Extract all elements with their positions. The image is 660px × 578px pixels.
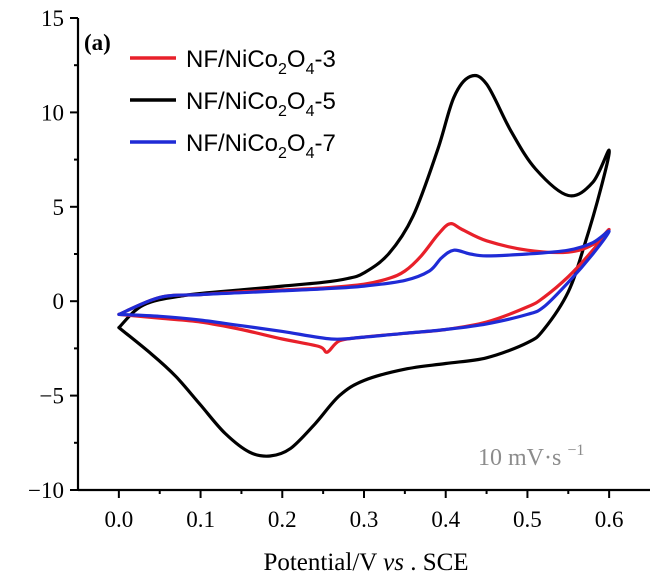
legend-label-part: 4 — [306, 103, 315, 120]
scan-rate-annotation: 10 mV·s −1 — [478, 442, 584, 471]
legend-label-part: O — [287, 88, 306, 115]
x-axis-title-part1: Potential/V — [263, 549, 383, 576]
x-tick-label: 0.3 — [350, 507, 379, 532]
x-tick-label: 0.5 — [513, 507, 542, 532]
scan-rate-exponent: −1 — [567, 442, 584, 459]
axes — [76, 18, 650, 492]
legend-label-part: O — [287, 130, 306, 157]
legend-label: NF/NiCo2O4-5 — [186, 88, 336, 120]
y-tick-label: −10 — [28, 478, 64, 503]
legend-label-part: NF/NiCo — [186, 46, 278, 73]
legend-label: NF/NiCo2O4-3 — [186, 46, 336, 78]
y-tick-label: −5 — [40, 384, 64, 409]
series-line-3 — [117, 222, 611, 354]
x-tick-label: 0.0 — [104, 507, 133, 532]
legend-label-part: O — [287, 46, 306, 73]
series-line-5 — [117, 73, 611, 458]
legend-label-part: 4 — [306, 145, 315, 162]
plot-area — [117, 73, 611, 458]
y-ticks: −10 −5 0 5 10 15 — [28, 6, 78, 503]
x-tick-label: 0.1 — [186, 507, 215, 532]
y-tick-label: 5 — [53, 195, 65, 220]
x-axis-title-part2: . SCE — [410, 549, 468, 576]
x-axis-title-italic: vs — [383, 549, 404, 576]
series-line-7 — [117, 229, 611, 341]
x-tick-label: 0.4 — [431, 507, 460, 532]
legend-label-part: 2 — [278, 145, 287, 162]
legend-label-part: -7 — [315, 130, 336, 157]
x-tick-label: 0.2 — [268, 507, 297, 532]
legend-label-part: 4 — [306, 61, 315, 78]
legend-label-part: -5 — [315, 88, 336, 115]
y-tick-label: 0 — [53, 289, 65, 314]
x-ticks: 0.0 0.1 0.2 0.3 0.4 0.5 0.6 — [104, 490, 624, 532]
x-tick-label: 0.6 — [595, 507, 624, 532]
y-tick-label: 10 — [41, 100, 64, 125]
x-axis-title: Potential/V vs . SCE — [263, 549, 468, 576]
panel-label: (a) — [84, 30, 111, 55]
legend-label-part: NF/NiCo — [186, 88, 278, 115]
legend-label-part: -3 — [315, 46, 336, 73]
legend-label-part: 2 — [278, 61, 287, 78]
legend-label-part: NF/NiCo — [186, 130, 278, 157]
y-tick-label: 15 — [41, 6, 64, 31]
legend: NF/NiCo2O4-3NF/NiCo2O4-5NF/NiCo2O4-7 — [130, 46, 336, 162]
scan-rate-value: 10 mV·s — [478, 445, 561, 471]
legend-label-part: 2 — [278, 103, 287, 120]
legend-label: NF/NiCo2O4-7 — [186, 130, 336, 162]
